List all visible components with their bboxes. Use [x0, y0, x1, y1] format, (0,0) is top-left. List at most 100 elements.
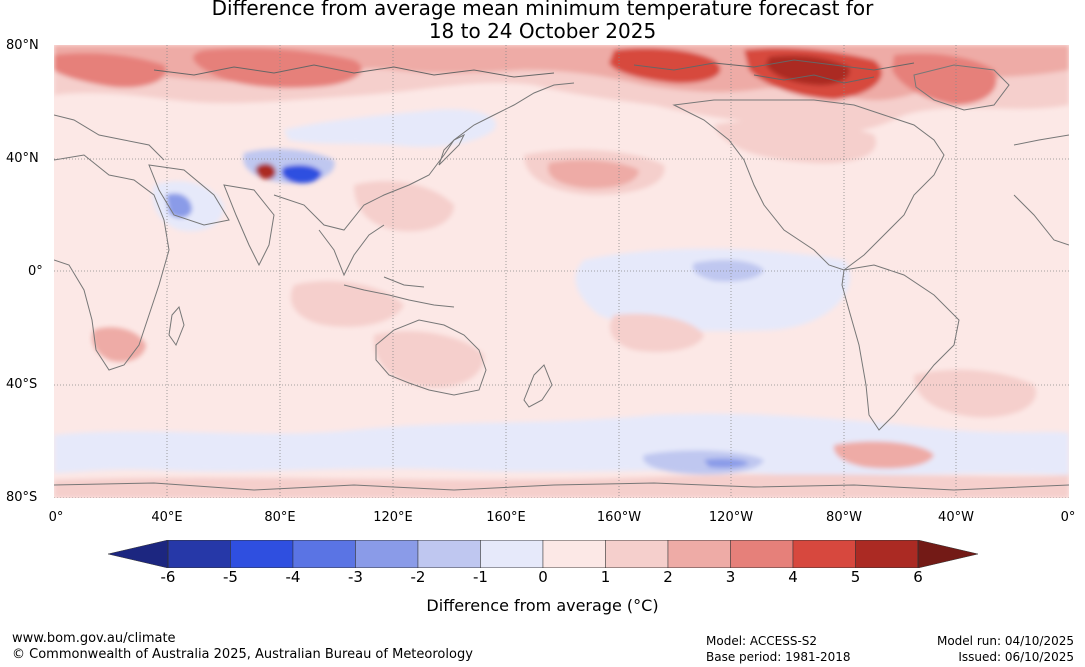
- arabia-coast: [148, 164, 230, 226]
- legend-bin: [417, 540, 481, 568]
- lon-label-120w: 120°W: [708, 510, 754, 525]
- japan-coast: [438, 133, 466, 166]
- footer-model-run: Model run: 04/10/2025: [936, 634, 1074, 648]
- maritime-continent: [343, 276, 455, 308]
- legend-bin: [542, 540, 606, 568]
- equatorial-cool-tongue: [575, 248, 851, 332]
- asia-cool-north: [284, 109, 496, 147]
- canada-hot-core: [766, 55, 850, 86]
- arctic-coast-asia: [153, 64, 555, 78]
- southern-ocean-cool: [54, 413, 1069, 476]
- antarctica-coast: [54, 482, 1069, 491]
- legend-tick: -1: [473, 568, 488, 586]
- chart-title: Difference from average mean minimum tem…: [0, 0, 1085, 43]
- temperature-anomaly-map: [54, 45, 1069, 498]
- lon-label-40w: 40°W: [938, 510, 974, 525]
- footer-model-info: Model: ACCESS-S2 Base period: 1981-2018: [706, 633, 851, 665]
- legend-tick: -5: [223, 568, 238, 586]
- europe-coast: [54, 114, 1069, 161]
- lon-label-80e: 80°E: [264, 510, 296, 525]
- anomaly-fields: [54, 45, 1069, 498]
- legend-bin: [730, 540, 794, 568]
- greenland-coast: [913, 64, 1010, 111]
- legend-colorbar: [108, 540, 978, 568]
- legend-bin: [480, 540, 544, 568]
- legend-outline: [167, 540, 919, 568]
- ross-sea-cool-core: [643, 450, 764, 475]
- lat-label-equator: 0°: [28, 264, 43, 279]
- legend-bin: [792, 540, 856, 568]
- greenland-warm: [892, 53, 997, 105]
- footer-issued: Issued: 06/10/2025: [958, 650, 1074, 664]
- footer-dates: Model run: 04/10/2025 Issued: 06/10/2025: [937, 633, 1074, 665]
- himalaya-warm-spot: [255, 163, 276, 180]
- legend-bin: [667, 540, 731, 568]
- graticule: [54, 45, 1069, 498]
- legend-bin: [292, 540, 356, 568]
- legend-tick: -3: [348, 568, 363, 586]
- lon-label-0-right: 0°: [1060, 510, 1076, 525]
- south-atlantic-warm: [914, 369, 1036, 418]
- legend-tick: 2: [663, 568, 673, 586]
- north-america-coast: [672, 99, 945, 271]
- legend-tick: -4: [285, 568, 301, 586]
- china-warm: [354, 181, 454, 232]
- legend-bin: [167, 540, 231, 568]
- eurasia-warm-west: [54, 53, 166, 88]
- tibet-strong-cool: [281, 165, 322, 184]
- lon-label-160e: 160°E: [486, 510, 526, 525]
- coastlines: [54, 64, 1069, 491]
- title-line-1: Difference from average mean minimum tem…: [211, 0, 874, 20]
- lon-label-0-left: 0°: [48, 510, 64, 525]
- title-line-2: 18 to 24 October 2025: [428, 19, 657, 43]
- south-pacific-warm: [610, 313, 704, 352]
- legend-tick: 1: [600, 568, 611, 586]
- legend-below-min: [108, 540, 169, 568]
- lat-label-40s: 40°S: [6, 377, 38, 392]
- australia-coast: [375, 319, 487, 396]
- lon-label-120e: 120°E: [373, 510, 413, 525]
- lat-label-40n: 40°N: [6, 151, 39, 166]
- map-canvas: [54, 45, 1069, 498]
- legend-tick: 4: [788, 568, 798, 586]
- lat-label-80s: 80°S: [6, 490, 38, 505]
- legend-bin: [855, 540, 919, 568]
- africa-coast: [54, 154, 170, 371]
- arctic-islands: [753, 74, 875, 84]
- legend-tick: 6: [913, 568, 923, 586]
- legend-tick: 0: [538, 568, 548, 586]
- legend-bin: [355, 540, 419, 568]
- lat-label-80n: 80°N: [6, 38, 39, 53]
- india-coast: [223, 184, 275, 267]
- footer-model: Model: ACCESS-S2: [706, 634, 818, 648]
- legend-above-max: [917, 540, 978, 568]
- legend-title: Difference from average (°C): [426, 596, 659, 615]
- west-africa-coast: [1013, 194, 1069, 246]
- footer-left: www.bom.gov.au/climate © Commonwealth of…: [12, 631, 473, 663]
- footer-copyright: © Commonwealth of Australia 2025, Austra…: [12, 647, 473, 662]
- legend-bins: [167, 540, 919, 568]
- east-pacific-warm: [714, 119, 876, 164]
- madagascar-coast: [168, 305, 185, 347]
- legend-bin: [605, 540, 669, 568]
- legend-tick: 3: [725, 568, 736, 586]
- antarctic-warm-band: [54, 474, 1069, 498]
- footer-base-period: Base period: 1981-2018: [706, 650, 851, 664]
- new-zealand-coast: [523, 364, 553, 408]
- equatorial-cool-core: [692, 259, 764, 282]
- legend-tick: -2: [410, 568, 426, 586]
- legend-tick: -6: [160, 568, 176, 586]
- ross-sea-cool-inner: [704, 458, 749, 468]
- arctic-coastlines: [153, 59, 915, 84]
- lon-label-40e: 40°E: [151, 510, 183, 525]
- legend-tick: 5: [850, 568, 861, 586]
- alaska-warm-core: [609, 48, 721, 84]
- legend-bin: [230, 540, 294, 568]
- australia-warm: [373, 331, 484, 388]
- arctic-coast-america: [633, 59, 915, 71]
- weddell-warm: [833, 441, 934, 469]
- lon-label-80w: 80°W: [826, 510, 862, 525]
- lon-label-160w: 160°W: [596, 510, 642, 525]
- north-pacific-warm-core: [548, 159, 639, 189]
- south-america-coast: [841, 264, 960, 431]
